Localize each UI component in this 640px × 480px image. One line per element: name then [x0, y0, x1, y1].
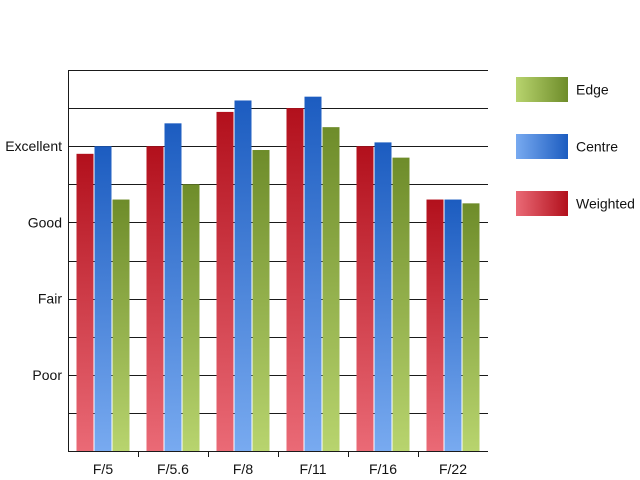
- bar-centre-3: [304, 96, 322, 452]
- legend-swatch-weighted: [516, 191, 568, 216]
- bar-edge-5: [462, 203, 480, 451]
- x-tick-label: F/8: [233, 461, 253, 477]
- bar-edge-1: [182, 184, 200, 452]
- bar-edge-4: [392, 157, 410, 451]
- gridlines: [68, 70, 488, 414]
- bar-weighted-2: [216, 111, 234, 451]
- y-tick-labels: Poor Fair Good Excellent: [5, 138, 62, 383]
- y-tick-label: Excellent: [5, 138, 62, 154]
- bars: [76, 96, 480, 452]
- bar-centre-5: [444, 199, 462, 451]
- bar-weighted-5: [426, 199, 444, 451]
- x-tick-label: F/22: [439, 461, 467, 477]
- bar-weighted-4: [356, 146, 374, 451]
- legend: Edge Centre Weighted: [516, 77, 635, 216]
- bar-centre-0: [94, 146, 112, 451]
- legend-label-weighted: Weighted: [576, 196, 635, 212]
- legend-label-edge: Edge: [576, 82, 609, 98]
- x-tick-label: F/5: [93, 461, 113, 477]
- bar-weighted-1: [146, 146, 164, 451]
- bar-centre-4: [374, 142, 392, 451]
- y-tick-label: Fair: [38, 291, 62, 307]
- bar-weighted-3: [286, 108, 304, 451]
- bar-centre-2: [234, 100, 252, 451]
- x-tick-labels: F/5 F/5.6 F/8 F/11 F/16 F/22: [93, 461, 467, 477]
- axes: [68, 70, 488, 457]
- legend-label-centre: Centre: [576, 139, 618, 155]
- bar-edge-3: [322, 127, 340, 452]
- y-tick-label: Poor: [32, 367, 62, 383]
- bar-weighted-0: [76, 153, 94, 451]
- bar-centre-1: [164, 123, 182, 451]
- x-tick-label: F/11: [300, 461, 327, 477]
- legend-swatch-centre: [516, 134, 568, 159]
- legend-swatch-edge: [516, 77, 568, 102]
- x-tick-label: F/5.6: [157, 461, 189, 477]
- y-tick-label: Good: [28, 214, 62, 230]
- x-tick-label: F/16: [369, 461, 397, 477]
- bar-edge-0: [112, 199, 130, 451]
- bar-edge-2: [252, 150, 270, 451]
